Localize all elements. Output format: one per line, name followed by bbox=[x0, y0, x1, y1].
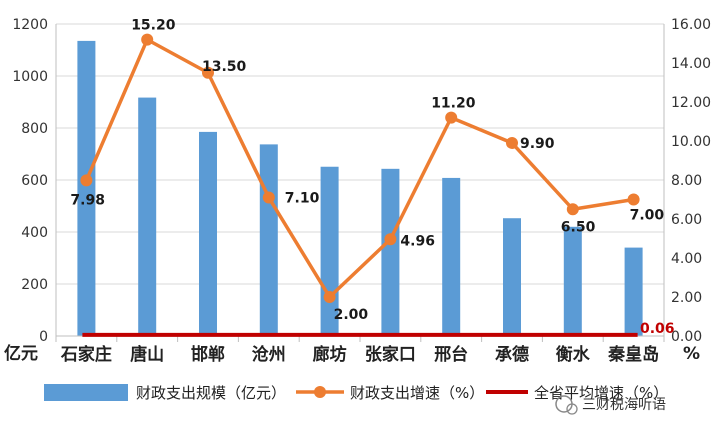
growth-point bbox=[627, 193, 640, 206]
left-tick-label: 0 bbox=[39, 329, 48, 345]
category-label: 邢台 bbox=[434, 344, 468, 365]
right-tick-label: 0.00 bbox=[671, 329, 702, 345]
growth-data-label: 2.00 bbox=[334, 307, 369, 323]
left-tick-label: 200 bbox=[21, 277, 48, 293]
growth-data-label: 7.98 bbox=[70, 192, 105, 208]
legend-label-bars: 财政支出规模（亿元） bbox=[136, 384, 286, 402]
category-label: 廊坊 bbox=[313, 344, 347, 365]
growth-data-label: 6.50 bbox=[561, 219, 596, 235]
legend-swatch-marker bbox=[314, 386, 326, 398]
category-label: 张家口 bbox=[365, 344, 416, 365]
right-tick-label: 6.00 bbox=[671, 212, 702, 228]
left-axis-ticks: 0 200 400 600 800 1000 1200 bbox=[12, 17, 48, 345]
category-label: 沧州 bbox=[252, 344, 286, 365]
bar bbox=[624, 247, 643, 336]
watermark-text: 三财税海听语 bbox=[582, 397, 666, 413]
left-tick-label: 1000 bbox=[12, 69, 48, 85]
growth-data-label: 9.90 bbox=[520, 136, 555, 152]
right-tick-label: 14.00 bbox=[671, 56, 711, 72]
left-tick-label: 600 bbox=[21, 173, 48, 189]
growth-point bbox=[202, 66, 214, 79]
bar bbox=[563, 226, 582, 336]
legend-swatch-bars bbox=[44, 384, 128, 401]
growth-point bbox=[323, 291, 336, 303]
bar bbox=[503, 218, 521, 336]
growth-data-label: 13.50 bbox=[202, 59, 247, 75]
growth-line-series bbox=[80, 33, 640, 303]
growth-point bbox=[141, 33, 154, 46]
right-tick-label: 2.00 bbox=[671, 290, 702, 306]
right-tick-label: 16.00 bbox=[671, 17, 711, 33]
growth-data-label: 11.20 bbox=[431, 96, 476, 112]
wechat-icon-small bbox=[566, 403, 578, 415]
growth-data-label: 7.10 bbox=[285, 191, 320, 207]
right-tick-label: 12.00 bbox=[671, 95, 711, 111]
bar bbox=[442, 177, 461, 336]
category-label: 邯郸 bbox=[191, 344, 225, 365]
growth-point bbox=[566, 203, 579, 216]
bar bbox=[77, 40, 96, 337]
category-label: 承德 bbox=[495, 344, 529, 365]
growth-point bbox=[445, 111, 458, 124]
right-tick-label: 10.00 bbox=[671, 134, 711, 150]
left-tick-label: 400 bbox=[21, 225, 48, 241]
growth-point bbox=[80, 174, 93, 187]
legend-label-line: 财政支出增速（%） bbox=[350, 384, 484, 402]
growth-data-label: 7.00 bbox=[630, 208, 665, 224]
bar bbox=[138, 97, 157, 336]
right-tick-label: 4.00 bbox=[671, 251, 702, 267]
average-data-label: 0.06 bbox=[640, 321, 675, 337]
growth-data-label: 4.96 bbox=[400, 233, 435, 249]
left-tick-label: 800 bbox=[21, 121, 48, 137]
category-label: 唐山 bbox=[130, 344, 164, 365]
category-labels: 石家庄 唐山 邯郸 沧州 廊坊 张家口 邢台 承德 衡水 秦皇岛 bbox=[60, 344, 659, 365]
growth-line bbox=[84, 37, 634, 299]
growth-data-label: 15.20 bbox=[131, 18, 176, 34]
bar bbox=[199, 131, 217, 336]
right-axis-unit: % bbox=[683, 344, 700, 364]
left-tick-label: 1200 bbox=[12, 17, 48, 33]
bar bbox=[259, 144, 278, 336]
legend: 财政支出规模（亿元） 财政支出增速（%） 全省平均增速（%） bbox=[44, 384, 668, 402]
grid bbox=[56, 23, 664, 337]
growth-point bbox=[384, 233, 397, 246]
growth-point bbox=[506, 136, 518, 149]
bar bbox=[381, 168, 400, 336]
watermark: 三财税海听语 bbox=[555, 395, 666, 415]
bar-series bbox=[77, 40, 643, 337]
data-labels: 7.98 15.20 13.50 7.10 2.00 4.96 11.20 9.90 6.50 7… bbox=[70, 18, 674, 337]
right-tick-label: 8.00 bbox=[671, 173, 702, 189]
category-label: 秦皇岛 bbox=[608, 344, 659, 365]
growth-point bbox=[262, 191, 275, 204]
category-label: 石家庄 bbox=[60, 344, 112, 365]
left-axis-unit: 亿元 bbox=[4, 343, 38, 364]
category-label: 衡水 bbox=[556, 344, 591, 365]
right-axis-ticks: 0.00 2.00 4.00 6.00 8.00 10.00 12.00 14.00 16.00 bbox=[671, 17, 711, 345]
